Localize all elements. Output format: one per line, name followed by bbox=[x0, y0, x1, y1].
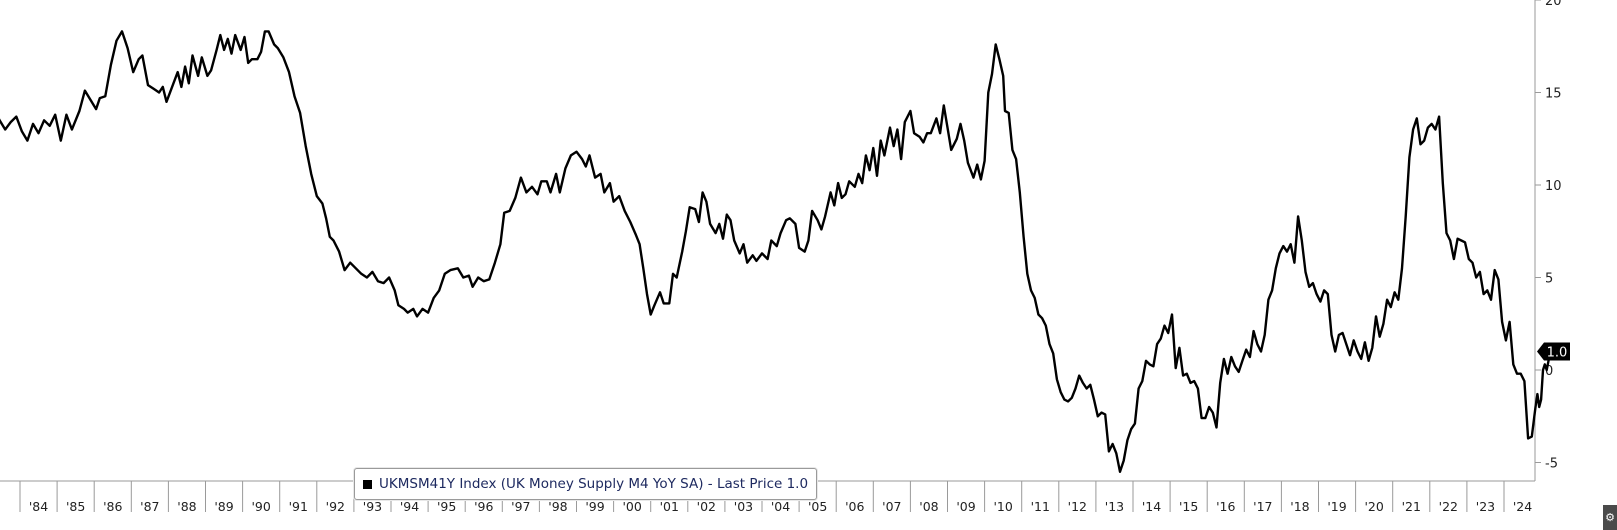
x-tick-label: '87 bbox=[140, 499, 159, 514]
x-tick-label: '18 bbox=[1290, 499, 1309, 514]
last-price-badge: 1.0 bbox=[1537, 342, 1570, 361]
x-tick-label: '91 bbox=[289, 499, 308, 514]
y-tick-label: -5 bbox=[1545, 457, 1558, 472]
x-tick-label: '15 bbox=[1179, 499, 1198, 514]
last-price-badge-shape bbox=[1537, 342, 1570, 361]
plot-area bbox=[0, 30, 1552, 473]
x-tick-label: '24 bbox=[1513, 499, 1532, 514]
y-tick-label: 0 bbox=[1545, 364, 1553, 379]
x-tick-label: '84 bbox=[29, 499, 48, 514]
x-tick-label: '20 bbox=[1364, 499, 1383, 514]
x-tick-label: '22 bbox=[1439, 499, 1458, 514]
x-tick-label: '93 bbox=[363, 499, 382, 514]
legend-text: UKMSM41Y Index (UK Money Supply M4 YoY S… bbox=[379, 476, 809, 492]
y-tick-label: 10 bbox=[1545, 179, 1562, 194]
x-tick-label: '23 bbox=[1476, 499, 1495, 514]
x-tick-label: '96 bbox=[474, 499, 493, 514]
x-tick-label: '99 bbox=[585, 499, 604, 514]
x-tick-label: '85 bbox=[66, 499, 85, 514]
x-tick-label: '17 bbox=[1253, 499, 1272, 514]
x-tick-label: '05 bbox=[808, 499, 827, 514]
x-tick-label: '10 bbox=[993, 499, 1012, 514]
x-tick-label: '19 bbox=[1327, 499, 1346, 514]
x-tick-label: '98 bbox=[548, 499, 567, 514]
y-tick-label: 5 bbox=[1545, 272, 1553, 287]
y-tick-label: 20 bbox=[1545, 0, 1562, 9]
x-tick-label: '21 bbox=[1402, 499, 1421, 514]
legend: UKMSM41Y Index (UK Money Supply M4 YoY S… bbox=[354, 468, 818, 500]
x-tick-label: '86 bbox=[103, 499, 122, 514]
x-tick-label: '04 bbox=[771, 499, 790, 514]
x-tick-label: '89 bbox=[214, 499, 233, 514]
x-tick-label: '08 bbox=[919, 499, 938, 514]
x-tick-label: '95 bbox=[437, 499, 456, 514]
x-tick-label: '13 bbox=[1105, 499, 1124, 514]
x-tick-label: '07 bbox=[882, 499, 901, 514]
x-axis: '84 '85 '86 '87 '88 '89 '90 '91 '92 '93 '94 '95 '96 '… bbox=[0, 480, 1535, 514]
x-tick-label: '92 bbox=[326, 499, 345, 514]
x-tick-label: '94 bbox=[400, 499, 419, 514]
x-tick-label: '97 bbox=[511, 499, 530, 514]
x-tick-label: '01 bbox=[660, 499, 679, 514]
x-tick-label: '11 bbox=[1031, 499, 1050, 514]
x-tick-label: '00 bbox=[622, 499, 641, 514]
x-tick-label: '90 bbox=[251, 499, 270, 514]
last-price-label: 1.0 bbox=[1547, 346, 1568, 361]
x-tick-label: '02 bbox=[697, 499, 716, 514]
legend-swatch-icon bbox=[363, 479, 372, 489]
x-tick-label: '16 bbox=[1216, 499, 1235, 514]
x-tick-label: '14 bbox=[1142, 499, 1161, 514]
y-axis: -5 0 5 10 15 20 bbox=[1534, 0, 1562, 481]
chart-settings-icon[interactable]: ⚙ bbox=[1603, 505, 1617, 530]
x-tick-label: '88 bbox=[177, 499, 196, 514]
x-tick-label: '12 bbox=[1068, 499, 1087, 514]
x-tick-label: '03 bbox=[734, 499, 753, 514]
x-tick-label: '09 bbox=[956, 499, 975, 514]
x-tick-label: '06 bbox=[845, 499, 864, 514]
series-line bbox=[0, 30, 1552, 473]
y-tick-label: 15 bbox=[1545, 87, 1562, 102]
